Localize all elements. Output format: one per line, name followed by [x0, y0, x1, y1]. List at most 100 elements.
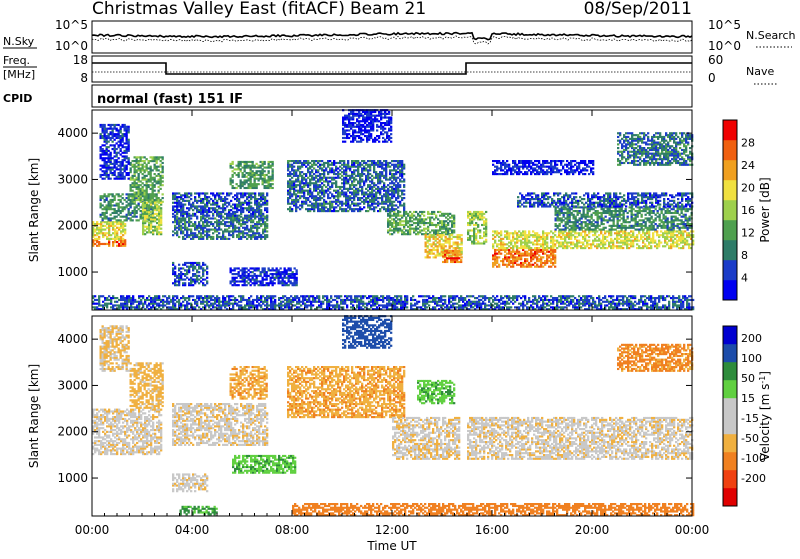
p-cell-1919	[232, 179, 234, 181]
p-cell-1567	[186, 213, 188, 215]
p-cell-3217	[369, 206, 371, 208]
p-cell-945	[114, 167, 116, 169]
p-cell-2692	[309, 166, 311, 168]
p-cell-886	[108, 178, 110, 180]
p-cell-3966	[417, 228, 419, 230]
p-cell-2566	[295, 180, 297, 182]
p-cell-2845	[327, 203, 329, 205]
p-cell-3946	[411, 217, 413, 219]
p-cell-4039	[437, 231, 439, 233]
p-cell-4023	[431, 211, 433, 213]
p-cell-3243	[371, 192, 373, 194]
p-cell-2417	[282, 280, 284, 282]
p-cell-1476	[262, 229, 264, 231]
p-cell-1350	[234, 230, 236, 232]
p-cell-3953	[413, 218, 415, 220]
p-cell-770	[156, 209, 158, 211]
p-cell-3834	[390, 120, 392, 122]
p-cell-3273	[373, 162, 375, 164]
p-cell-4416	[483, 224, 485, 226]
p-cell-1828	[250, 213, 252, 215]
p-cell-4612	[544, 253, 546, 255]
p-cell-260	[122, 197, 124, 199]
p-cell-2471	[296, 273, 298, 275]
p-cell-1283	[218, 232, 220, 234]
p-cell-1661	[208, 207, 210, 209]
p-cell-1554	[182, 205, 184, 207]
p-cell-2387	[272, 269, 274, 271]
p-cell-94	[108, 238, 110, 240]
p-cell-755	[154, 213, 156, 215]
p-cell-2028	[256, 187, 258, 189]
p-cell-4568	[532, 264, 534, 266]
p-cell-1592	[192, 209, 194, 211]
p-cell-2866	[329, 201, 331, 203]
p-cell-4945	[584, 245, 586, 247]
p-cell-683	[142, 217, 144, 219]
p-cell-128	[116, 227, 118, 229]
p-cell-2679	[309, 195, 311, 197]
p-cell-3448	[393, 184, 395, 186]
p-cell-613	[154, 164, 156, 166]
p-cell-4393	[479, 237, 481, 239]
p-cell-883	[106, 131, 108, 133]
p-cell-2997	[345, 208, 347, 210]
p-cell-3859	[391, 224, 393, 226]
p-cell-3500	[399, 190, 401, 192]
p-cell-4570	[532, 256, 534, 258]
p-cell-4696	[506, 230, 508, 232]
p-cell-3751	[374, 115, 376, 117]
p-cell-4288	[446, 250, 448, 252]
p-cell-4261	[459, 243, 461, 245]
p-cell-3986	[421, 218, 423, 220]
p-cell-3962	[415, 217, 417, 219]
p-cell-2578	[297, 192, 299, 194]
p-cell-4305	[454, 259, 456, 261]
p-cell-3973	[419, 231, 421, 233]
freq-right-tick-bottom: 0	[708, 71, 716, 85]
p-cell-2191	[192, 269, 194, 271]
p-cell-2282	[242, 277, 244, 279]
p-cell-957	[114, 135, 116, 137]
p-cell-930	[112, 157, 114, 159]
p-cell-2008	[252, 183, 254, 185]
p-cell-853	[104, 141, 106, 143]
p-cell-3642	[358, 128, 360, 130]
p-cell-4134	[429, 243, 431, 245]
p-cell-2140	[178, 273, 180, 275]
p-cell-3817	[388, 135, 390, 137]
p-cell-4782	[532, 230, 534, 232]
p-cell-282	[128, 203, 130, 205]
p-cell-4627	[550, 262, 552, 264]
p-cell-3322	[379, 173, 381, 175]
p-cell-2394	[276, 277, 278, 279]
p-cell-239	[118, 210, 120, 212]
p-cell-2177	[188, 262, 190, 264]
p-cell-2598	[299, 184, 301, 186]
p-cell-2588	[297, 162, 299, 164]
p-cell-2485	[287, 180, 289, 182]
p-cell-1414	[248, 229, 250, 231]
p-cell-3514	[401, 199, 403, 201]
p-cell-2689	[309, 173, 311, 175]
p-cell-1306	[224, 238, 226, 240]
p-cell-2809	[323, 210, 325, 212]
p-cell-1991	[248, 161, 250, 163]
p-cell-3418	[391, 210, 393, 212]
p-cell-4949	[584, 234, 586, 236]
p-cell-3420	[391, 206, 393, 208]
p-cell-1455	[256, 221, 258, 223]
p-cell-3637	[358, 141, 360, 143]
p-cell-1413	[248, 230, 250, 232]
p-cell-3308	[377, 160, 379, 162]
p-cell-1593	[192, 205, 194, 207]
p-cell-2138	[178, 277, 180, 279]
p-cell-3361	[385, 210, 387, 212]
p-cell-756	[154, 209, 156, 211]
p-cell-1050	[124, 152, 126, 154]
p-cell-2273	[238, 271, 240, 273]
p-cell-3128	[357, 162, 359, 164]
p-cell-316	[136, 219, 138, 221]
p-cell-1763	[234, 198, 236, 200]
p-cell-4478	[506, 260, 508, 262]
